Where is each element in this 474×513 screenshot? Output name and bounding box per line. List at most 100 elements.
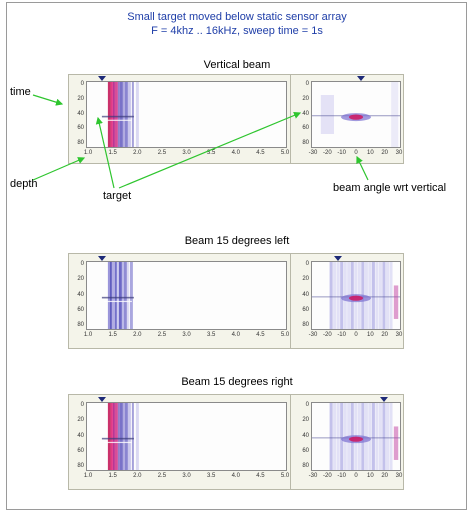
depth-tick-label: 2.5	[157, 150, 167, 156]
angle-tick-label: -20	[322, 332, 332, 338]
spectrogram-band	[336, 262, 340, 329]
spectrogram-band	[119, 403, 123, 470]
spectrogram-band	[131, 403, 134, 470]
spectrogram-band	[110, 82, 113, 147]
spectrogram-band	[109, 262, 112, 329]
angle-tick-label: -30	[308, 332, 318, 338]
spectrogram-band	[385, 403, 389, 470]
angle-tick-label: -20	[322, 473, 332, 479]
spectrogram-band	[135, 82, 139, 147]
spectrogram-band	[320, 95, 334, 134]
time-tick-label: 40	[302, 110, 309, 117]
angle-tick-label: 0	[354, 332, 358, 338]
beam-marker-icon	[98, 76, 107, 81]
depth-time-plot	[86, 81, 287, 148]
angle-tick-label: 20	[381, 150, 388, 156]
angle-tick-label: -10	[337, 150, 346, 156]
spectrogram-image	[101, 82, 139, 147]
time-tick-label: 20	[77, 276, 84, 283]
spectrogram-band	[116, 262, 119, 329]
time-tick-label: 0	[305, 81, 309, 87]
angle-tick-label: 30	[395, 473, 403, 479]
depth-tick-label: 4.0	[231, 332, 240, 338]
target-echo-peak	[348, 436, 364, 442]
depth-tick-label: 1.5	[108, 332, 117, 338]
depth-tick-label: 2.5	[157, 332, 167, 338]
spectrogram-band	[329, 262, 333, 329]
spectrogram-image	[312, 403, 400, 470]
spectrogram-image	[312, 262, 400, 329]
beam-marker-icon	[98, 256, 107, 261]
spectrogram-band	[135, 403, 139, 470]
time-tick-label: 40	[302, 432, 309, 439]
spectrogram-band	[126, 262, 129, 329]
spectrogram-band	[371, 403, 375, 470]
angle-tick-label: -10	[337, 473, 346, 479]
time-tick-label: 60	[77, 447, 84, 454]
time-tick-label: 40	[77, 110, 84, 117]
depth-tick-label: 3.0	[182, 332, 191, 338]
spectrogram-band	[107, 403, 111, 470]
target-echo-streak	[103, 300, 132, 303]
angle-tick-label: -10	[337, 332, 346, 338]
time-tick-label: 40	[77, 432, 84, 439]
depth-tick-label: 1.0	[83, 332, 93, 338]
angle-tick-label: 0	[354, 473, 358, 479]
annotation-arrow	[32, 157, 86, 181]
depth-tick-label: 3.5	[206, 150, 216, 156]
time-tick-label: 60	[77, 306, 84, 313]
spectrogram-band	[121, 262, 124, 329]
spectrogram-band	[393, 426, 399, 460]
panel-2-heading: Beam 15 degrees left	[184, 235, 290, 247]
spectrogram-band	[114, 82, 118, 147]
time-tick-label: 60	[77, 125, 84, 132]
spectrogram-band	[119, 82, 123, 147]
depth-tick-label: 3.0	[182, 150, 191, 156]
depth-tick-label: 2.5	[157, 473, 167, 479]
time-tick-label: 80	[77, 140, 84, 146]
depth-tick-label: 2.0	[133, 473, 142, 479]
panel-3-depth-time: 0 20 40 60 80 1.0 1.5 2.0 2.5 3.0 3.5 4.0 4.5 5.0	[68, 394, 292, 490]
spectrogram-band	[391, 82, 399, 147]
target-echo-streak	[101, 115, 134, 118]
angle-tick-label: 20	[381, 332, 388, 338]
spectrogram-band	[123, 262, 127, 329]
figure-title: Small target moved below static sensor a…	[127, 11, 347, 23]
target-echo-peak	[348, 295, 364, 301]
spectrogram-band	[340, 262, 344, 329]
angle-time-plot	[311, 261, 401, 330]
spectrogram-band	[112, 82, 115, 147]
spectrogram-image	[101, 262, 134, 329]
spectrogram-band	[368, 262, 372, 329]
depth-tick-label: 4.0	[231, 150, 240, 156]
time-tick-label: 20	[77, 95, 84, 102]
depth-tick-label: 5.0	[280, 332, 290, 338]
spectrogram-image	[312, 82, 400, 147]
spectrogram-band	[127, 82, 131, 147]
spectrogram-band	[122, 403, 125, 470]
spectrogram-band	[127, 403, 131, 470]
time-tick-label: 80	[302, 463, 309, 469]
depth-tick-label: 4.5	[256, 473, 265, 479]
spectrogram-band	[122, 82, 125, 147]
annotation-arrow	[356, 155, 369, 181]
angle-time-plot	[311, 81, 401, 148]
angle-tick-label: -20	[322, 150, 332, 156]
spectrogram-band	[368, 403, 372, 470]
time-tick-label: 20	[77, 417, 84, 424]
time-tick-label: 60	[302, 125, 309, 132]
spectrogram-band	[114, 403, 118, 470]
spectrogram-band	[375, 403, 379, 470]
spectrogram-band	[114, 262, 117, 329]
time-tick-label: 60	[302, 447, 309, 454]
depth-tick-label: 3.0	[182, 473, 191, 479]
time-tick-label: 40	[302, 291, 309, 298]
beam-marker-icon	[98, 397, 107, 402]
depth-tick-label: 2.0	[133, 332, 142, 338]
spectrogram-band	[382, 262, 386, 329]
spectrogram-band	[107, 82, 111, 147]
beam-angle-annotation: beam angle wrt vertical	[333, 182, 447, 194]
spectrogram-band	[389, 262, 393, 329]
depth-tick-label: 1.5	[108, 150, 117, 156]
